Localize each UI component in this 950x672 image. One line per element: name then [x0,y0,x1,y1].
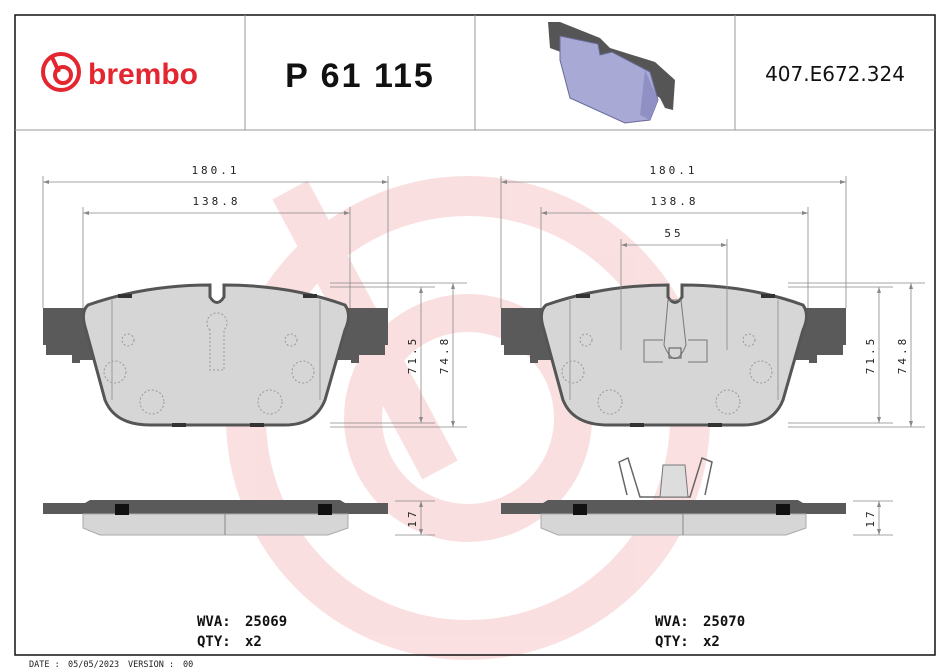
side-view-clip [776,504,790,515]
dimension-thickness: 17 [406,508,419,527]
pad-view-1: 180.1 138.8 71.5 74.8 17 [42,164,467,536]
hole-outline [257,389,283,415]
date-label: DATE : [29,660,60,670]
dimension-height-inner: 71.5 [406,336,419,375]
qty-label: QTY: [655,634,689,650]
shim-tab [761,294,775,298]
side-view-friction [540,513,807,536]
side-view-clip [573,504,587,515]
dimension-thickness: 17 [864,508,877,527]
qty-label: QTY: [197,634,231,650]
hole-outline [597,389,623,415]
dimension-inner-width: 138.8 [192,195,240,208]
hole-outline [284,333,298,347]
hole-outline [715,389,741,415]
shim-tab [576,294,590,298]
dimension-height-inner: 71.5 [864,336,877,375]
dimension-inner-width: 138.8 [650,195,698,208]
part-number: P 61 115 [285,57,435,95]
version-label: VERSION : [128,660,174,670]
qty-value: x2 [703,634,720,650]
sensor-housing [659,464,689,498]
backing-plate [501,308,846,363]
side-view-clip [115,504,129,515]
wva-label: WVA: [197,614,231,630]
dimension-height-overall: 74.8 [896,336,909,375]
sensor-connector [668,347,682,359]
side-view-backing-plate [43,500,388,514]
brembo-logo: brembo [41,52,198,92]
reference-code: 407.E672.324 [765,62,905,86]
brembo-logo-mark [41,52,81,92]
pad-isometric-image [548,22,675,124]
shim-tab [172,423,186,427]
pad-view-2: 55 180.1 138.8 71.5 74.8 17 [500,164,925,536]
dimension-height-overall: 74.8 [438,336,451,375]
hole-outline [579,333,593,347]
side-view-clip [318,504,332,515]
brand-name: brembo [88,58,198,91]
side-view-friction [82,513,349,536]
shim-tab [630,423,644,427]
dimension-overall-width: 180.1 [649,164,697,177]
hole-outline [121,333,135,347]
version-value: 00 [183,660,193,670]
shim-tab [303,294,317,298]
dimension-sensor-width: 55 [664,227,683,240]
qty-value: x2 [245,634,262,650]
hole-outline [139,389,165,415]
wva-number: 25070 [703,614,745,630]
wva-label: WVA: [655,614,689,630]
friction-pad [81,283,350,427]
hole-outline [103,360,127,384]
shim-tab [118,294,132,298]
hole-outline [561,360,585,384]
shim-tab [250,423,264,427]
date-value: 05/05/2023 [68,660,119,670]
backing-plate [43,308,388,363]
side-view-backing-plate [501,500,846,514]
friction-pad [539,283,808,427]
dimension-overall-width: 180.1 [191,164,239,177]
wva-number: 25069 [245,614,287,630]
shim-tab [708,423,722,427]
hole-outline [749,360,773,384]
hole-outline [742,333,756,347]
hole-outline [291,360,315,384]
